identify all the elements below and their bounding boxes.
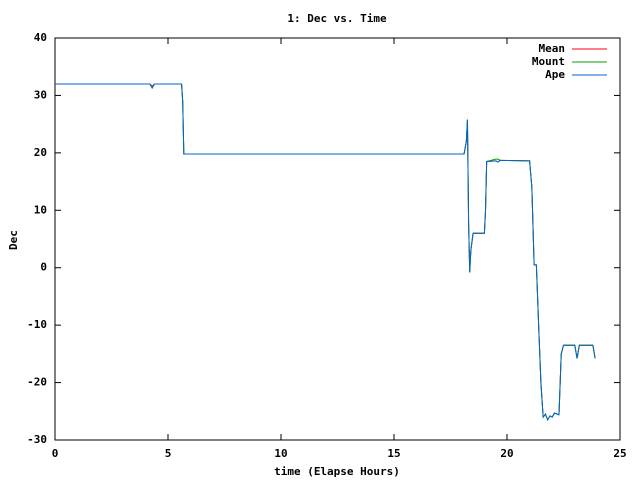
series-line: [55, 83, 596, 422]
y-tick-label: -10: [27, 318, 47, 331]
y-tick-label: -30: [27, 433, 47, 446]
chart-title: 1: Dec vs. Time: [287, 12, 387, 25]
x-tick-label: 10: [274, 447, 287, 460]
series-line: [55, 83, 596, 422]
y-tick-label: 40: [34, 31, 47, 44]
y-tick-label: 10: [34, 203, 47, 216]
y-tick-label: -20: [27, 376, 47, 389]
x-tick-label: 25: [613, 447, 626, 460]
y-tick-label: 30: [34, 88, 47, 101]
y-tick-label: 0: [40, 261, 47, 274]
x-tick-label: 15: [387, 447, 400, 460]
legend-label: Mean: [539, 42, 566, 55]
plot-frame: [54, 37, 621, 441]
legend-label: Ape: [545, 68, 565, 81]
x-axis-label: time (Elapse Hours): [274, 465, 400, 478]
y-axis-label: Dec: [7, 230, 20, 250]
series-line: [55, 83, 596, 422]
y-tick-label: 20: [34, 146, 47, 159]
legend-label: Mount: [532, 55, 565, 68]
x-tick-label: 5: [165, 447, 172, 460]
x-tick-label: 20: [500, 447, 513, 460]
x-tick-label: 0: [52, 447, 59, 460]
